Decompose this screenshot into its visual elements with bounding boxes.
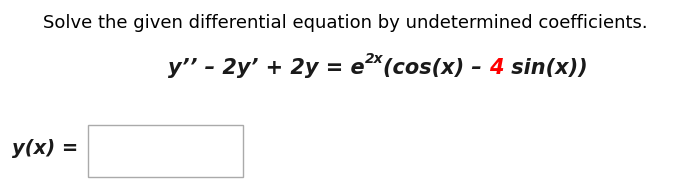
Text: y’’ – 2y’ + 2y = e: y’’ – 2y’ + 2y = e — [168, 58, 364, 78]
Text: 2x: 2x — [364, 52, 383, 66]
Text: sin(x)): sin(x)) — [504, 58, 587, 78]
Bar — [88, 125, 243, 177]
Text: y(x) =: y(x) = — [12, 139, 78, 157]
Text: (cos(x) –: (cos(x) – — [383, 58, 489, 78]
Text: 4: 4 — [489, 58, 504, 78]
Text: Solve the given differential equation by undetermined coefficients.: Solve the given differential equation by… — [43, 14, 647, 32]
